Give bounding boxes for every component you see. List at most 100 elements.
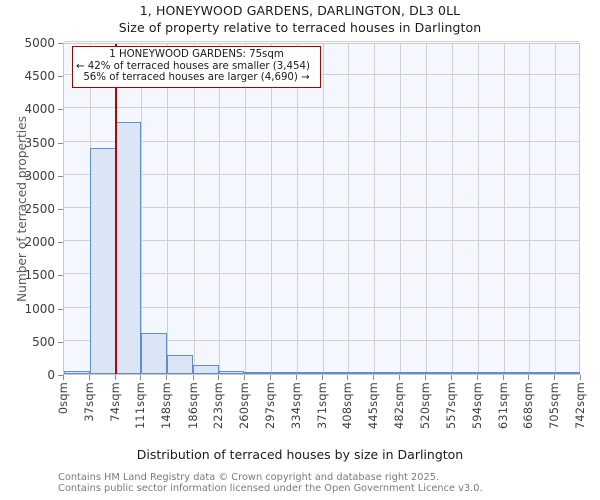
x-axis-tick-mark bbox=[347, 375, 349, 380]
gridline-horizontal bbox=[64, 41, 579, 42]
x-axis-tick-mark bbox=[63, 375, 64, 380]
annotation-box: 1 HONEYWOOD GARDENS: 75sqm ← 42% of terr… bbox=[72, 46, 321, 88]
page-title: 1, HONEYWOOD GARDENS, DARLINGTON, DL3 0L… bbox=[139, 3, 461, 18]
x-axis-tick-mark bbox=[114, 375, 116, 380]
y-axis-tick-label: 0 bbox=[47, 368, 55, 382]
y-axis-tick-mark bbox=[58, 308, 63, 310]
x-axis-tick-label: 260sqm bbox=[238, 382, 252, 429]
x-axis-tick-mark bbox=[528, 375, 530, 380]
y-axis-tick-mark bbox=[58, 209, 63, 210]
x-axis-tick-label: 371sqm bbox=[315, 382, 329, 429]
plot-area bbox=[63, 41, 580, 375]
histogram-bar bbox=[399, 372, 425, 374]
x-axis-tick-label: 186sqm bbox=[186, 382, 200, 429]
gridline-vertical bbox=[270, 44, 272, 374]
x-axis-tick-mark bbox=[192, 375, 194, 380]
y-axis-tick-label: 500 bbox=[32, 334, 55, 349]
x-axis-tick-mark bbox=[425, 375, 427, 380]
gridline-vertical bbox=[374, 44, 376, 374]
histogram-bar bbox=[528, 372, 554, 374]
x-axis-tick-label: 74sqm bbox=[108, 382, 122, 422]
histogram-bar bbox=[167, 355, 193, 374]
x-axis-tick-label: 482sqm bbox=[392, 382, 406, 429]
x-axis-tick-mark bbox=[140, 375, 142, 380]
gridline-vertical bbox=[141, 44, 143, 374]
gridline-horizontal bbox=[64, 240, 579, 242]
y-axis-tick-label: 2500 bbox=[24, 202, 55, 216]
gridline-vertical bbox=[167, 44, 169, 374]
x-axis-tick-mark bbox=[373, 375, 375, 380]
x-axis-title: Distribution of terraced houses by size … bbox=[136, 447, 464, 462]
y-axis-tick-mark bbox=[58, 142, 63, 144]
y-axis-tick-label: 4500 bbox=[24, 69, 55, 84]
y-axis-tick-mark bbox=[58, 43, 63, 44]
histogram-bar bbox=[373, 372, 400, 374]
x-axis-tick-label: 297sqm bbox=[263, 382, 277, 429]
y-axis-tick-label: 4000 bbox=[24, 102, 55, 117]
x-axis-tick-label: 408sqm bbox=[341, 382, 355, 429]
x-axis-tick-label: 148sqm bbox=[160, 382, 174, 429]
histogram-bar bbox=[141, 332, 168, 374]
x-axis-tick-mark bbox=[502, 375, 504, 380]
y-axis-tick-mark bbox=[58, 275, 63, 277]
gridline-horizontal bbox=[64, 107, 579, 109]
y-axis-tick-label: 2000 bbox=[24, 235, 55, 250]
y-axis-tick-mark bbox=[58, 375, 63, 376]
x-axis-tick-mark bbox=[451, 375, 453, 380]
gridline-horizontal bbox=[64, 74, 579, 76]
x-axis-tick-mark bbox=[398, 375, 400, 380]
histogram-bar bbox=[89, 148, 116, 374]
y-axis-tick-label: 1500 bbox=[24, 268, 55, 283]
y-axis-tick-label: 3500 bbox=[24, 135, 55, 150]
x-axis-tick-mark bbox=[554, 375, 556, 380]
histogram-bar bbox=[450, 372, 477, 374]
property-marker-line bbox=[115, 44, 118, 374]
annotation-line-2: ← 42% of terraced houses are smaller (3,… bbox=[76, 60, 310, 72]
histogram-bar bbox=[115, 121, 142, 374]
gridline-vertical bbox=[503, 44, 505, 374]
histogram-bar bbox=[502, 372, 529, 374]
gridline-vertical bbox=[245, 44, 247, 374]
y-axis-tick-mark bbox=[58, 76, 63, 78]
x-axis-tick-label: 223sqm bbox=[212, 382, 226, 429]
x-axis-tick-label: 594sqm bbox=[470, 382, 484, 429]
gridline-vertical bbox=[555, 44, 557, 374]
y-axis-tick-mark bbox=[58, 175, 63, 177]
histogram-bar bbox=[218, 371, 245, 374]
x-axis-tick-label: 742sqm bbox=[574, 382, 587, 429]
x-axis-tick-label: 520sqm bbox=[419, 382, 433, 429]
y-axis-tick-mark bbox=[58, 109, 63, 111]
histogram-bar bbox=[64, 371, 90, 374]
histogram-bar bbox=[321, 372, 348, 374]
gridline-vertical bbox=[529, 44, 531, 374]
gridline-horizontal bbox=[64, 306, 579, 308]
gridline-vertical bbox=[426, 44, 428, 374]
y-axis-tick-mark bbox=[58, 242, 63, 244]
histogram-bar bbox=[476, 372, 503, 374]
y-axis-tick-label: 5000 bbox=[24, 36, 55, 50]
footer-line-1: Contains HM Land Registry data © Crown c… bbox=[58, 472, 440, 483]
histogram-bar bbox=[244, 372, 271, 374]
histogram-bar bbox=[553, 372, 580, 374]
x-axis-tick-mark bbox=[218, 375, 220, 380]
x-axis-tick-mark bbox=[269, 375, 271, 380]
x-axis-tick-mark bbox=[244, 375, 246, 380]
x-axis-tick-mark bbox=[295, 375, 297, 380]
gridline-vertical bbox=[296, 44, 298, 374]
gridline-horizontal bbox=[64, 173, 579, 175]
gridline-vertical bbox=[399, 44, 401, 374]
x-axis-tick-label: 0sqm bbox=[57, 382, 70, 415]
x-axis-tick-label: 705sqm bbox=[548, 382, 562, 429]
histogram-bar bbox=[347, 372, 374, 374]
x-axis-tick-label: 37sqm bbox=[82, 382, 96, 422]
y-axis-tick-mark bbox=[58, 341, 63, 343]
x-axis-tick-label: 111sqm bbox=[134, 382, 148, 429]
page-subtitle: Size of property relative to terraced ho… bbox=[118, 20, 482, 35]
gridline-vertical bbox=[452, 44, 454, 374]
gridline-vertical bbox=[193, 44, 195, 374]
x-axis-tick-mark bbox=[580, 375, 581, 380]
gridline-horizontal bbox=[64, 207, 579, 208]
gridline-vertical bbox=[322, 44, 324, 374]
x-axis-tick-label: 445sqm bbox=[367, 382, 381, 429]
